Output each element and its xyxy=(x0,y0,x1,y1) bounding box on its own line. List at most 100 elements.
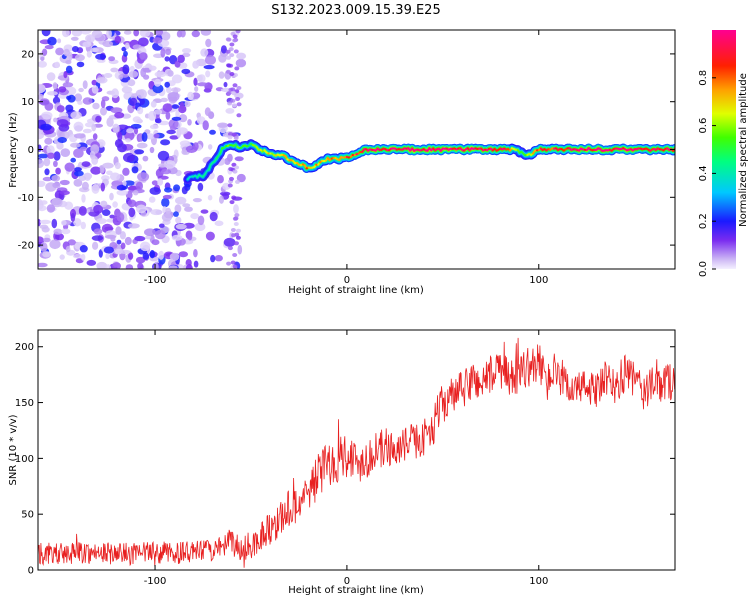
noise-blob xyxy=(73,218,82,227)
noise-blob xyxy=(145,133,155,140)
noise-blob xyxy=(177,54,185,64)
noise-blob xyxy=(82,128,92,134)
noise-blob xyxy=(61,220,67,226)
noise-blob xyxy=(200,48,209,57)
y-tick-label: -10 xyxy=(18,193,34,204)
noise-blob xyxy=(196,82,209,87)
noise-blob xyxy=(76,61,85,68)
noise-blob xyxy=(182,52,191,58)
noise-blob xyxy=(91,235,104,241)
noise-blob xyxy=(100,106,107,116)
noise-blob xyxy=(108,56,115,62)
noise-blob xyxy=(231,233,236,238)
noise-blob xyxy=(109,172,121,181)
noise-blob xyxy=(134,149,145,155)
noise-blob xyxy=(56,119,69,127)
noise-blob xyxy=(55,47,64,56)
y-tick-label: 50 xyxy=(21,510,34,521)
noise-blob xyxy=(38,205,47,212)
noise-blob xyxy=(42,176,53,182)
noise-blob xyxy=(165,207,172,215)
noise-blob xyxy=(181,186,188,195)
snr-plot-area xyxy=(38,330,675,570)
noise-blob xyxy=(192,198,202,203)
y-tick-label: 0 xyxy=(28,566,34,577)
noise-blob xyxy=(223,81,228,88)
noise-blob xyxy=(139,52,148,61)
noise-blob xyxy=(226,91,232,95)
noise-blob xyxy=(232,169,238,174)
noise-blob xyxy=(137,262,144,269)
noise-blob xyxy=(234,156,244,162)
noise-blob xyxy=(232,38,238,43)
noise-blob xyxy=(72,46,79,53)
noise-blob xyxy=(92,241,99,250)
noise-blob xyxy=(155,30,164,36)
noise-blob xyxy=(80,221,87,230)
noise-blob xyxy=(224,157,231,165)
noise-blob xyxy=(124,236,132,246)
noise-blob xyxy=(152,84,164,94)
snr-x-axis-label: Height of straight line (km) xyxy=(288,585,424,596)
noise-blob xyxy=(175,223,187,230)
noise-blob xyxy=(208,144,213,150)
noise-blob xyxy=(202,120,209,131)
noise-blob xyxy=(154,78,162,87)
noise-blob xyxy=(102,162,114,169)
noise-blob xyxy=(96,218,107,224)
noise-blob xyxy=(53,228,63,235)
noise-blob xyxy=(149,250,155,259)
noise-blob xyxy=(165,48,172,56)
noise-blob xyxy=(116,212,125,222)
noise-blob xyxy=(98,249,103,258)
noise-blob xyxy=(234,165,240,170)
noise-blob xyxy=(73,148,84,158)
noise-blob xyxy=(149,146,155,154)
noise-blob xyxy=(175,216,182,224)
noise-blob xyxy=(127,223,140,229)
noise-blob xyxy=(137,106,144,115)
noise-blob xyxy=(38,99,50,105)
noise-blob xyxy=(103,246,114,254)
noise-blob xyxy=(209,211,218,222)
noise-blob xyxy=(112,201,118,208)
noise-blob xyxy=(149,124,159,130)
noise-blob xyxy=(116,189,128,196)
noise-blob xyxy=(236,86,242,90)
noise-blob xyxy=(229,176,234,181)
noise-blob xyxy=(228,47,234,52)
noise-blob xyxy=(55,167,61,175)
noise-blob xyxy=(227,135,233,140)
noise-blob xyxy=(182,203,191,208)
noise-blob xyxy=(82,80,88,89)
noise-blob xyxy=(233,204,239,214)
noise-blob xyxy=(151,180,159,186)
noise-blob xyxy=(115,226,122,235)
noise-blob xyxy=(63,48,70,57)
noise-blob xyxy=(114,112,125,119)
noise-blob xyxy=(100,200,108,207)
colorbar-tick-label: 0.4 xyxy=(698,165,709,181)
noise-blob xyxy=(106,30,112,39)
noise-blob xyxy=(148,65,157,71)
noise-blob xyxy=(135,256,146,264)
noise-blob xyxy=(138,37,149,47)
noise-blob xyxy=(150,100,157,108)
noise-blob xyxy=(158,223,165,228)
noise-blob xyxy=(78,87,84,93)
noise-blob xyxy=(193,77,198,86)
noise-blob xyxy=(81,253,86,261)
noise-blob xyxy=(38,180,46,187)
noise-blob xyxy=(161,31,171,41)
spectrogram-x-axis-label: Height of straight line (km) xyxy=(288,285,424,296)
noise-blob xyxy=(92,102,100,110)
noise-blob xyxy=(197,215,205,226)
noise-blob xyxy=(74,54,85,62)
noise-blob xyxy=(166,129,176,135)
noise-blob xyxy=(233,135,239,140)
noise-blob xyxy=(232,253,238,257)
noise-blob xyxy=(194,222,206,232)
noise-blob xyxy=(55,233,64,241)
noise-blob xyxy=(60,148,71,158)
